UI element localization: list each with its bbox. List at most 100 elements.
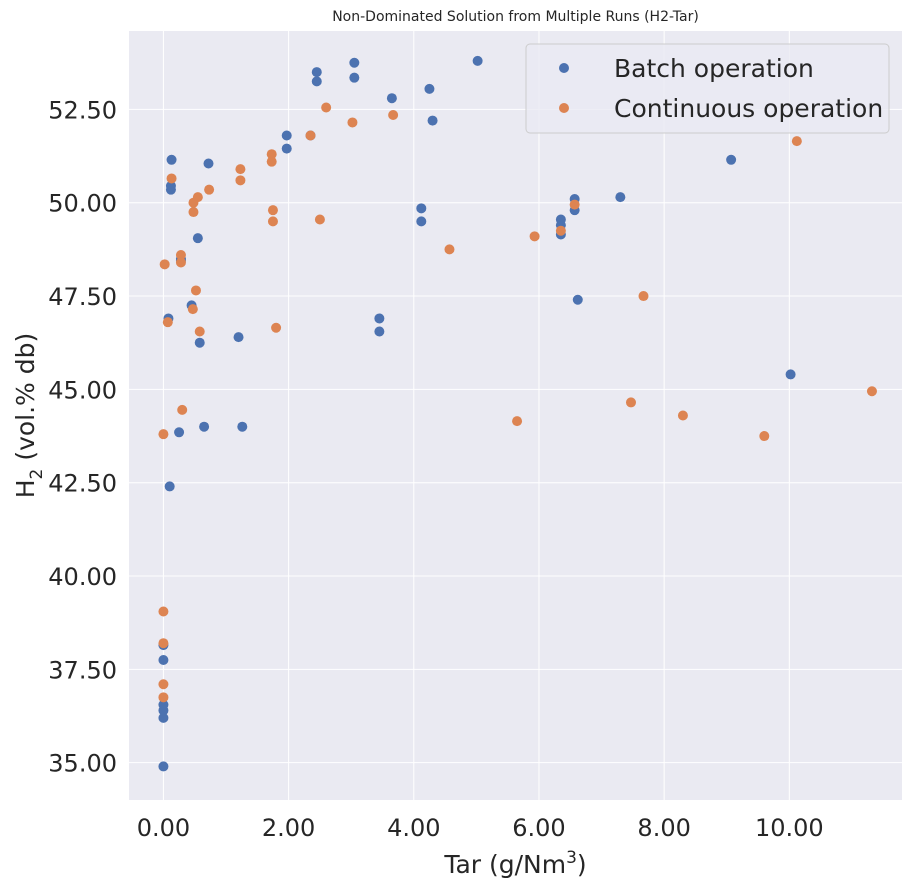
y-tick-label: 50.00 [48,190,117,218]
continuous-point [791,136,802,147]
legend-box [525,43,890,134]
continuous-point [444,244,455,255]
continuous-point [159,259,170,270]
x-axis-label-base: Tar (g/Nm [443,850,566,879]
continuous-point [187,304,198,315]
x-axis-label-sup: 3 [566,848,577,868]
batch-point [374,313,385,324]
y-axis-label-tail: (vol.% db) [11,333,40,469]
batch-point [349,57,360,68]
batch-point [416,203,427,214]
legend-label-continuous: Continuous operation [614,94,883,123]
continuous-point [192,192,203,203]
continuous-point [158,692,169,703]
continuous-point [305,130,316,141]
x-tick-label: 4.00 [387,814,440,842]
batch-point [785,369,796,380]
batch-point [199,421,210,432]
tick-labels: 0.00 2.00 4.00 6.00 8.00 10.00 35.00 37.50 40.00… [48,96,823,842]
continuous-point [235,164,246,175]
continuous-point [194,326,205,337]
batch-point [158,655,169,666]
batch-point [472,55,483,66]
x-tick-label: 6.00 [512,814,565,842]
continuous-point [638,291,649,302]
y-tick-label: 45.00 [48,376,117,404]
batch-point [427,115,438,126]
batch-point [311,76,322,87]
batch-point [386,93,397,104]
continuous-point [267,216,278,227]
batch-point [572,294,583,305]
continuous-point [677,410,688,421]
batch-point [158,699,169,710]
continuous-point [271,322,282,333]
continuous-point [166,173,177,184]
data-points [158,55,877,772]
batch-point [424,83,435,94]
legend: Batch operation Continuous operation [525,43,890,134]
y-tick-label: 42.50 [48,470,117,498]
batch-point [281,143,292,154]
continuous-point [347,117,358,128]
batch-point [158,712,169,723]
continuous-point [158,679,169,690]
plot-area [129,31,902,800]
legend-label-batch: Batch operation [614,54,814,83]
continuous-point [177,404,188,415]
continuous-point [866,386,877,397]
continuous-point [158,606,169,617]
continuous-point [188,207,199,218]
x-axis-label-tail: ) [577,850,587,879]
batch-point [233,332,244,343]
continuous-point [321,102,332,113]
batch-point [174,427,185,438]
continuous-point [266,156,277,167]
x-tick-label: 2.00 [262,814,315,842]
batch-point [349,72,360,83]
continuous-point [388,109,399,120]
y-axis-label: H2 (vol.% db) [11,333,47,499]
continuous-point [759,431,770,442]
y-axis-label-sub: 2 [27,469,47,480]
continuous-point [235,175,246,186]
continuous-point [162,317,173,328]
batch-point [311,67,322,78]
continuous-point [625,397,636,408]
batch-point [158,761,169,772]
continuous-point [512,416,523,427]
continuous-point [158,429,169,440]
batch-point [165,180,176,191]
continuous-point [267,205,278,216]
batch-point [237,421,248,432]
legend-marker-continuous [559,103,569,113]
chart-title: Non-Dominated Solution from Multiple Run… [332,9,699,25]
continuous-point [175,249,186,260]
continuous-point [529,231,540,242]
continuous-point [204,184,215,195]
legend-marker-batch [559,63,569,73]
y-tick-label: 37.50 [48,656,117,684]
batch-point [166,154,177,165]
y-axis-label-base: H [11,479,40,498]
batch-point [194,337,205,348]
x-tick-label: 8.00 [637,814,690,842]
y-tick-label: 40.00 [48,563,117,591]
x-tick-label: 10.00 [755,814,824,842]
continuous-point [569,199,580,210]
y-tick-label: 47.50 [48,283,117,311]
continuous-point [555,225,566,236]
continuous-point [314,214,325,225]
batch-point [416,216,427,227]
y-tick-label: 52.50 [48,96,117,124]
x-axis-label: Tar (g/Nm3) [443,848,586,879]
continuous-point [158,638,169,649]
batch-point [192,233,203,244]
batch-point [164,481,175,492]
batch-point [203,158,214,169]
continuous-point [266,149,277,160]
batch-point [726,154,737,165]
y-tick-label: 35.00 [48,750,117,778]
continuous-point [175,257,186,268]
